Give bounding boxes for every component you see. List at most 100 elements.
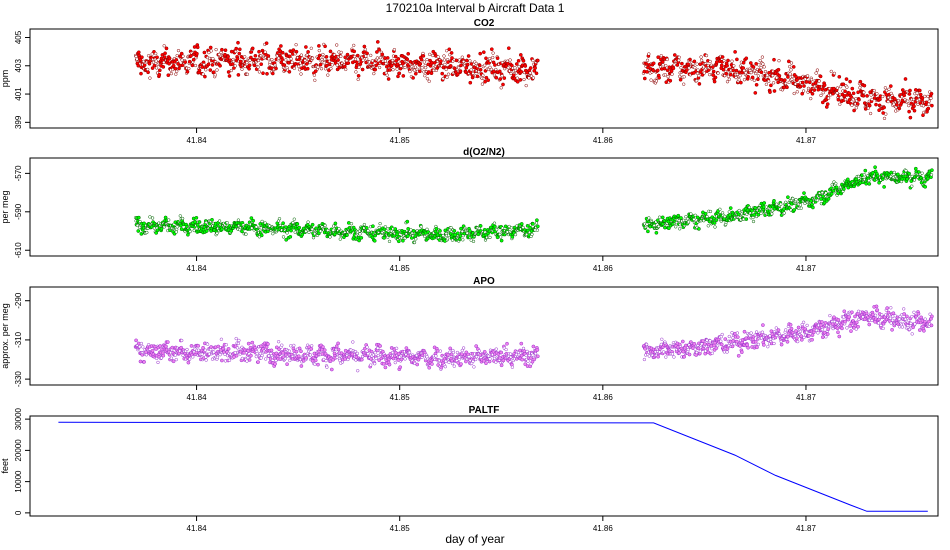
data-point — [917, 328, 922, 332]
data-point — [455, 72, 460, 77]
scatter-points — [133, 165, 934, 245]
data-point — [492, 221, 497, 225]
data-point — [468, 59, 472, 63]
data-point — [510, 235, 515, 239]
data-point — [751, 65, 756, 69]
data-point — [847, 97, 852, 102]
data-point — [385, 56, 390, 60]
data-point — [460, 55, 464, 59]
data-point — [299, 349, 303, 354]
data-point — [373, 67, 378, 72]
data-point — [397, 71, 402, 76]
data-point — [872, 88, 876, 93]
data-point — [735, 57, 739, 62]
data-point — [134, 338, 138, 343]
data-point — [459, 226, 463, 231]
data-point — [684, 68, 689, 72]
data-point — [181, 54, 185, 58]
data-point — [342, 64, 347, 69]
data-point — [234, 353, 239, 358]
data-point — [151, 60, 156, 64]
data-point — [266, 342, 270, 346]
data-point — [519, 341, 524, 346]
data-point — [758, 58, 762, 63]
data-point — [668, 78, 673, 83]
data-point — [396, 239, 401, 244]
data-point — [888, 84, 893, 88]
x-tick-label: 41.85 — [390, 524, 411, 533]
data-point — [837, 334, 842, 339]
data-point — [245, 61, 249, 65]
data-point — [775, 202, 779, 206]
data-point — [240, 229, 244, 234]
data-point — [878, 97, 882, 102]
data-point — [428, 52, 432, 57]
data-point — [884, 112, 888, 116]
data-point — [318, 62, 323, 67]
data-point — [313, 362, 317, 366]
data-point — [307, 230, 311, 235]
data-point — [345, 52, 350, 57]
data-point — [760, 330, 765, 334]
data-point — [261, 71, 265, 76]
data-point — [386, 77, 391, 81]
data-point — [902, 307, 906, 311]
data-point — [790, 77, 794, 81]
data-point — [509, 71, 513, 76]
data-point — [452, 364, 456, 368]
data-point — [692, 217, 696, 222]
data-point — [193, 63, 198, 68]
data-point — [406, 51, 411, 56]
data-point — [413, 65, 418, 69]
y-tick-label: -590 — [14, 203, 23, 220]
data-point — [711, 73, 716, 77]
plot-frame — [29, 28, 939, 129]
data-point — [398, 365, 403, 370]
data-point — [139, 341, 144, 346]
data-point — [807, 333, 811, 338]
data-point — [523, 64, 528, 68]
x-tick-label: 41.84 — [187, 264, 208, 273]
data-point — [663, 73, 668, 77]
data-point — [154, 51, 158, 56]
data-point — [204, 220, 208, 225]
data-point — [679, 66, 683, 70]
data-point — [173, 66, 178, 71]
data-point — [776, 67, 781, 72]
data-point — [231, 59, 236, 64]
data-point — [353, 57, 358, 61]
data-point — [755, 345, 759, 350]
data-point — [356, 73, 361, 78]
data-point — [532, 357, 537, 362]
scatter-points — [133, 304, 934, 373]
data-point — [519, 222, 524, 226]
data-point — [281, 221, 285, 226]
data-point — [390, 350, 395, 355]
data-point — [912, 178, 917, 182]
data-point — [418, 69, 422, 74]
data-point — [917, 88, 922, 93]
data-point — [444, 359, 448, 363]
data-point — [197, 68, 202, 73]
data-point — [423, 74, 427, 78]
data-point — [522, 77, 526, 82]
data-point — [510, 365, 515, 369]
data-point — [391, 68, 395, 72]
data-point — [150, 216, 155, 220]
data-point — [403, 357, 407, 361]
data-point — [310, 56, 315, 60]
data-point — [798, 203, 803, 207]
data-point — [411, 76, 415, 80]
data-point — [515, 79, 520, 84]
data-point — [842, 309, 847, 314]
data-point — [349, 222, 354, 226]
data-point — [862, 90, 866, 94]
data-point — [642, 76, 647, 81]
data-point — [801, 320, 806, 324]
data-point — [375, 40, 380, 44]
data-point — [443, 62, 447, 67]
data-point — [176, 48, 181, 53]
data-point — [929, 91, 934, 96]
data-point — [657, 215, 662, 219]
data-point — [862, 83, 867, 88]
